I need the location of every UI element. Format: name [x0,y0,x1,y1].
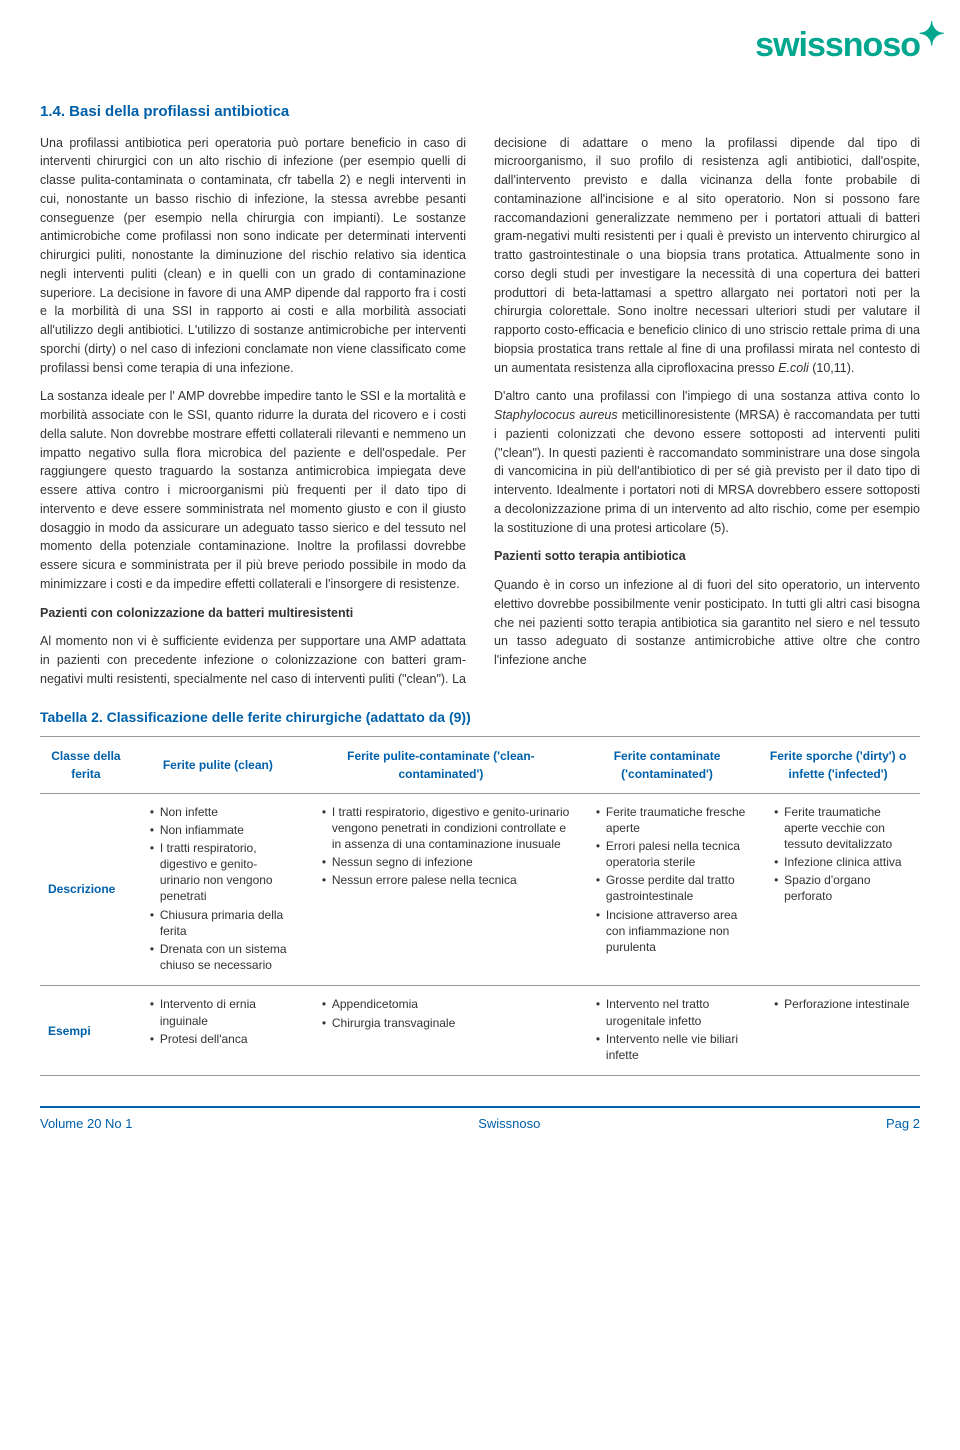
list-item: Protesi dell'anca [150,1031,296,1047]
row-label: Esempi [40,986,132,1076]
cell-list: Perforazione intestinale [764,996,912,1012]
table-cell: Intervento nel tratto urogenitale infett… [578,986,756,1076]
list-item: Nessun segno di infezione [322,854,570,870]
subhead-multiresistant: Pazienti con colonizzazione da batteri m… [40,604,466,623]
paragraph-2: La sostanza ideale per l' AMP dovrebbe i… [40,387,466,593]
table-cell: Appendicetomia Chirurgia transvaginale [304,986,578,1076]
list-item: Appendicetomia [322,996,570,1012]
paragraph-1: Una profilassi antibiotica peri operator… [40,134,466,378]
logo-text: swissnoso ✦ [755,20,920,71]
th-4: Ferite sporche ('dirty') o infette ('inf… [756,736,920,793]
table-cell: Intervento di ernia inguinale Protesi del… [132,986,304,1076]
cell-list: Ferite traumatiche fresche aperteErrori … [586,804,748,956]
p4-part-c: meticillinoresistente (MRSA) è raccomand… [494,408,920,535]
table-cell: Non infette Non infiammate I tratti respir… [132,793,304,986]
list-item: Incisione attraverso area con infiammazi… [596,907,748,956]
th-2: Ferite pulite-contaminate ('clean-contam… [304,736,578,793]
th-3: Ferite contaminate ('contaminated') [578,736,756,793]
list-item: Errori palesi nella tecnica operatoria s… [596,838,748,870]
logo-container: swissnoso ✦ [40,20,920,71]
p3-ecoli: E.coli [778,361,809,375]
footer-left: Volume 20 No 1 [40,1114,133,1134]
table-cell: Ferite traumatiche aperte vecchie con te… [756,793,920,986]
logo-plus-icon: ✦ [918,10,944,58]
row-label: Descrizione [40,793,132,986]
list-item: Intervento di ernia inguinale [150,996,296,1028]
p4-staph: Staphylococus aureus [494,408,618,422]
cell-list: Non infette Non infiammate I tratti respir… [140,804,296,974]
cell-list: Appendicetomia Chirurgia transvaginale [312,996,570,1030]
table-cell: Perforazione intestinale [756,986,920,1076]
table-cell: Ferite traumatiche fresche aperteErrori … [578,793,756,986]
th-1: Ferite pulite (clean) [132,736,304,793]
list-item: Ferite traumatiche aperte vecchie con te… [774,804,912,853]
list-item: Non infette [150,804,296,820]
table-title: Tabella 2. Classificazione delle ferite … [40,707,920,728]
list-item: Intervento nel tratto urogenitale infett… [596,996,748,1028]
list-item: Chiusura primaria della ferita [150,907,296,939]
footer-center: Swissnoso [478,1114,540,1134]
cell-list: Intervento nel tratto urogenitale infett… [586,996,748,1063]
classification-table: Classe della ferita Ferite pulite (clean… [40,736,920,1077]
list-item: Infezione clinica attiva [774,854,912,870]
list-item: Intervento nelle vie biliari infette [596,1031,748,1063]
th-0: Classe della ferita [40,736,132,793]
list-item: Chirurgia transvaginale [322,1015,570,1031]
page-footer: Volume 20 No 1 Swissnoso Pag 2 [40,1106,920,1134]
subhead-antibiotic-therapy: Pazienti sotto terapia antibiotica [494,547,920,566]
cell-list: Ferite traumatiche aperte vecchie con te… [764,804,912,905]
list-item: Ferite traumatiche fresche aperte [596,804,748,836]
list-item: Non infiammate [150,822,296,838]
cell-list: Intervento di ernia inguinale Protesi del… [140,996,296,1047]
logo-word: swissnoso [755,26,920,64]
cell-list: I tratti respiratorio, digestivo e genit… [312,804,570,889]
list-item: I tratti respiratorio, digestivo e genit… [322,804,570,853]
list-item: Spazio d'organo perforato [774,872,912,904]
list-item: Drenata con un sistema chiuso se necessa… [150,941,296,973]
table-cell: I tratti respiratorio, digestivo e genit… [304,793,578,986]
list-item: I tratti respiratorio, digestivo e genit… [150,840,296,905]
p4-part-a: D'altro canto una profilassi con l'impie… [494,389,920,403]
list-item: Grosse perdite dal tratto gastrointestin… [596,872,748,904]
section-heading: 1.4. Basi della profilassi antibiotica [40,101,920,124]
footer-right: Pag 2 [886,1114,920,1134]
list-item: Perforazione intestinale [774,996,912,1012]
table-row: Esempi Intervento di ernia inguinale Prote… [40,986,920,1076]
table-body: Descrizione Non infette Non infiammate I tr… [40,793,920,1076]
body-columns: Una profilassi antibiotica peri operator… [40,134,920,689]
list-item: Nessun errore palese nella tecnica [322,872,570,888]
p3-part-d: (10,11). [809,361,855,375]
paragraph-5: Quando è in corso un infezione al di fuo… [494,576,920,670]
table-row: Descrizione Non infette Non infiammate I tr… [40,793,920,986]
table-header-row: Classe della ferita Ferite pulite (clean… [40,736,920,793]
paragraph-4: D'altro canto una profilassi con l'impie… [494,387,920,537]
